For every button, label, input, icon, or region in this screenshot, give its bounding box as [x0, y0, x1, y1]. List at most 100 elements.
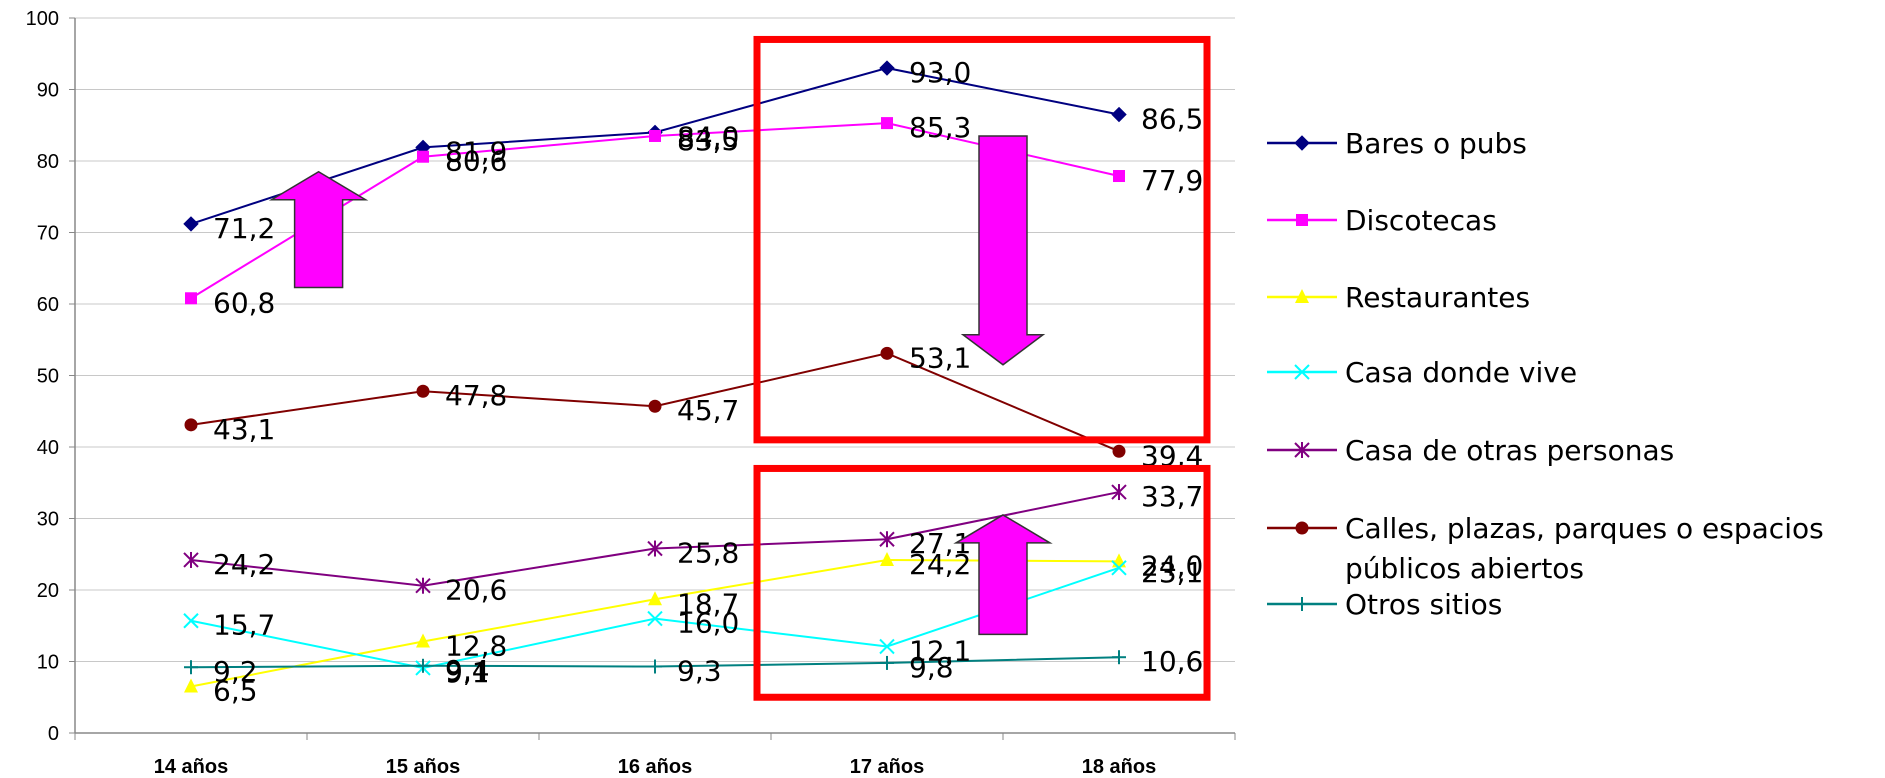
data-labels-2: 6,5 12,8 18,7 24,2 24,0 — [213, 548, 1203, 708]
legend-item: Casa de otras personas — [1267, 434, 1674, 467]
data-label: 80,6 — [445, 145, 507, 178]
y-tick-label: 70 — [37, 223, 59, 245]
legend-label: Casa donde vive — [1345, 356, 1577, 389]
legend-item: Discotecas — [1267, 204, 1497, 237]
data-label: 12,1 — [909, 634, 971, 667]
data-point — [1111, 484, 1127, 501]
data-label: 20,6 — [445, 574, 507, 607]
data-point — [1112, 650, 1126, 665]
legend-label: Otros sitios — [1345, 588, 1502, 621]
x-tick-label: 14 años — [154, 756, 228, 778]
data-label: 25,8 — [677, 537, 739, 570]
data-point — [880, 655, 894, 670]
data-point — [1112, 444, 1126, 458]
data-label: 71,2 — [213, 212, 275, 245]
data-label: 53,1 — [909, 341, 971, 374]
data-point — [184, 678, 198, 693]
data-labels-3: 15,7 9,1 16,0 12,1 23,1 — [213, 556, 1203, 689]
data-label: 15,7 — [213, 609, 275, 642]
data-point — [880, 551, 894, 566]
data-label: 18,7 — [677, 587, 739, 620]
data-point — [1111, 560, 1127, 576]
data-point — [1113, 170, 1125, 183]
data-label: 85,3 — [909, 111, 971, 144]
data-label: 77,9 — [1141, 164, 1203, 197]
data-label: 83,5 — [677, 124, 739, 157]
data-labels-5: 43,147,8 45,753,139,4 — [213, 341, 1203, 472]
data-label: 45,7 — [677, 394, 739, 427]
data-label: 24,2 — [909, 548, 971, 581]
data-label: 10,6 — [1141, 645, 1203, 678]
y-tick-label: 80 — [37, 151, 59, 173]
y-tick-label: 90 — [37, 80, 59, 102]
highlight-box — [753, 464, 1211, 701]
data-label: 93,0 — [909, 56, 971, 89]
data-label: 27,1 — [909, 527, 971, 560]
data-point — [1111, 106, 1127, 123]
legend-label: Calles, plazas, parques o espacios — [1345, 512, 1824, 545]
legend-item: Bares o pubs — [1267, 127, 1527, 160]
legend-marker — [1296, 214, 1308, 226]
data-point — [416, 658, 430, 673]
data-point — [417, 150, 429, 163]
y-tick-label: 30 — [37, 509, 59, 531]
y-tick-label: 10 — [37, 652, 59, 674]
data-point — [879, 60, 895, 76]
data-label: 9,4 — [445, 654, 490, 687]
data-point — [185, 292, 197, 305]
data-label: 84,0 — [677, 120, 739, 153]
arrow-up-icon — [953, 514, 1053, 636]
legend-item: Calles, plazas, parques o espacios públic… — [1267, 512, 1824, 585]
data-label: 60,8 — [213, 286, 275, 319]
data-label: 9,1 — [445, 656, 490, 689]
data-label: 47,8 — [445, 379, 507, 412]
y-tick-label: 0 — [48, 723, 59, 745]
data-label: 9,3 — [677, 655, 722, 688]
y-tick-label: 50 — [37, 366, 59, 388]
legend-marker — [1295, 521, 1309, 535]
series-5 — [184, 346, 1126, 458]
legend-marker — [1295, 597, 1309, 611]
y-tick-label: 40 — [37, 437, 59, 459]
data-point — [649, 129, 661, 142]
data-labels-4: 24,2 20,6 25,8 27,1 33,7 — [213, 480, 1203, 607]
data-label: 23,1 — [1141, 556, 1203, 589]
data-label: 9,2 — [213, 655, 258, 688]
data-point — [183, 613, 199, 629]
legend: Bares o pubs Discotecas Restaurantes Casa d… — [1267, 127, 1824, 621]
legend-item: Restaurantes — [1267, 281, 1530, 314]
data-point — [648, 591, 662, 606]
legend-marker — [1294, 364, 1310, 380]
highlight-box — [753, 35, 1211, 444]
data-label: 24,0 — [1141, 549, 1203, 582]
legend-item: Casa donde vive — [1267, 356, 1577, 389]
data-point — [416, 633, 430, 648]
series-6 — [184, 650, 1126, 675]
data-point — [648, 659, 662, 674]
arrow-down-icon — [960, 135, 1046, 366]
data-label: 24,2 — [213, 548, 275, 581]
data-point — [880, 346, 894, 360]
y-tick-label: 20 — [37, 580, 59, 602]
legend-marker — [1294, 135, 1310, 151]
data-point — [184, 418, 198, 432]
data-point — [183, 216, 199, 232]
legend-label: Bares o pubs — [1345, 127, 1527, 160]
data-labels-1: 60,8 80,6 83,5 85,3 77,9 — [213, 111, 1203, 319]
arrow-up-icon — [268, 170, 369, 289]
data-label: 9,8 — [909, 651, 954, 684]
chart-axes: 0 10 20 30 40 50 60 70 80 90 100 14 años 15 años 16 a… — [26, 8, 1236, 778]
data-label: 6,5 — [213, 675, 258, 708]
y-tick-label: 60 — [37, 294, 59, 316]
data-label: 86,5 — [1141, 103, 1203, 136]
data-point — [647, 610, 663, 627]
data-label: 33,7 — [1141, 480, 1203, 513]
x-tick-label: 17 años — [850, 756, 924, 778]
y-tick-label: 100 — [26, 8, 59, 30]
data-point — [648, 399, 662, 413]
data-point — [647, 540, 663, 557]
x-tick-label: 15 años — [386, 756, 460, 778]
data-point — [415, 577, 431, 594]
legend-label: Restaurantes — [1345, 281, 1530, 314]
